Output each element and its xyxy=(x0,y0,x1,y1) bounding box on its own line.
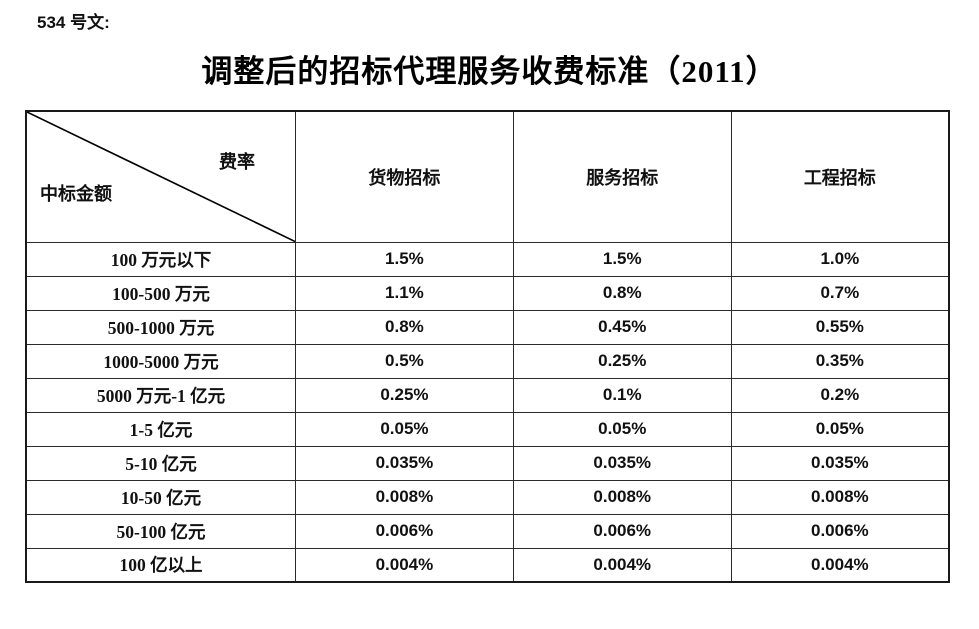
rate-cell: 0.55% xyxy=(730,309,950,345)
corner-label-bid-amount: 中标金额 xyxy=(40,183,112,204)
table-row: 50-100 亿元 0.006% 0.006% 0.006% xyxy=(25,513,950,549)
fee-table-body: 100 万元以下 1.5% 1.5% 1.0% 100-500 万元 1.1% 0.8% 0.… xyxy=(25,241,950,583)
rate-cell: 1.0% xyxy=(730,241,950,277)
corner-label-rate: 费率 xyxy=(219,152,256,172)
table-row: 5000 万元-1 亿元 0.25% 0.1% 0.2% xyxy=(25,377,950,413)
rate-cell: 0.1% xyxy=(512,377,732,413)
table-row: 5-10 亿元 0.035% 0.035% 0.035% xyxy=(25,445,950,481)
table-row: 100 亿以上 0.004% 0.004% 0.004% xyxy=(25,547,950,583)
table-row: 500-1000 万元 0.8% 0.45% 0.55% xyxy=(25,309,950,345)
rate-cell: 0.035% xyxy=(730,445,950,481)
rate-cell: 0.5% xyxy=(295,343,514,379)
rate-cell: 0.006% xyxy=(730,513,950,549)
diagonal-corner-cell: 费率 中标金额 xyxy=(25,110,297,243)
table-row: 100 万元以下 1.5% 1.5% 1.0% xyxy=(25,241,950,277)
table-row: 1-5 亿元 0.05% 0.05% 0.05% xyxy=(25,411,950,447)
fee-rate-table: 费率 中标金额 货物招标 服务招标 工程招标 100 万元以下 1.5% 1.5% 1… xyxy=(25,110,950,583)
doc-number-label: 534 号文: xyxy=(37,13,110,32)
rate-cell: 0.25% xyxy=(295,377,514,413)
row-label: 5000 万元-1 亿元 xyxy=(25,377,297,413)
row-label: 5-10 亿元 xyxy=(25,445,297,481)
diagonal-line xyxy=(27,112,295,241)
rate-cell: 1.5% xyxy=(295,241,514,277)
rate-cell: 1.5% xyxy=(512,241,732,277)
rate-cell: 0.004% xyxy=(730,547,950,583)
row-label: 100-500 万元 xyxy=(25,275,297,311)
rate-cell: 0.05% xyxy=(295,411,514,447)
rate-cell: 0.006% xyxy=(295,513,514,549)
row-label: 1000-5000 万元 xyxy=(25,343,297,379)
rate-cell: 0.8% xyxy=(295,309,514,345)
row-label: 100 亿以上 xyxy=(25,547,297,583)
rate-cell: 0.035% xyxy=(512,445,732,481)
row-label: 50-100 亿元 xyxy=(25,513,297,549)
rate-cell: 1.1% xyxy=(295,275,514,311)
rate-cell: 0.004% xyxy=(295,547,514,583)
rate-cell: 0.035% xyxy=(295,445,514,481)
rate-cell: 0.05% xyxy=(730,411,950,447)
rate-cell: 0.008% xyxy=(512,479,732,515)
table-row: 1000-5000 万元 0.5% 0.25% 0.35% xyxy=(25,343,950,379)
column-header-services: 服务招标 xyxy=(512,110,732,243)
row-label: 1-5 亿元 xyxy=(25,411,297,447)
rate-cell: 0.45% xyxy=(512,309,732,345)
row-label: 10-50 亿元 xyxy=(25,479,297,515)
rate-cell: 0.7% xyxy=(730,275,950,311)
row-label: 500-1000 万元 xyxy=(25,309,297,345)
rate-cell: 0.2% xyxy=(730,377,950,413)
page-title: 调整后的招标代理服务收费标准（2011） xyxy=(201,54,778,89)
rate-cell: 0.008% xyxy=(730,479,950,515)
column-header-goods: 货物招标 xyxy=(295,110,514,243)
rate-cell: 0.05% xyxy=(512,411,732,447)
rate-cell: 0.006% xyxy=(512,513,732,549)
table-row: 100-500 万元 1.1% 0.8% 0.7% xyxy=(25,275,950,311)
rate-cell: 0.35% xyxy=(730,343,950,379)
row-label: 100 万元以下 xyxy=(25,241,297,277)
column-header-engineering: 工程招标 xyxy=(730,110,950,243)
rate-cell: 0.008% xyxy=(295,479,514,515)
rate-cell: 0.004% xyxy=(512,547,732,583)
rate-cell: 0.8% xyxy=(512,275,732,311)
table-header-row: 费率 中标金额 货物招标 服务招标 工程招标 xyxy=(25,110,950,243)
rate-cell: 0.25% xyxy=(512,343,732,379)
table-row: 10-50 亿元 0.008% 0.008% 0.008% xyxy=(25,479,950,515)
